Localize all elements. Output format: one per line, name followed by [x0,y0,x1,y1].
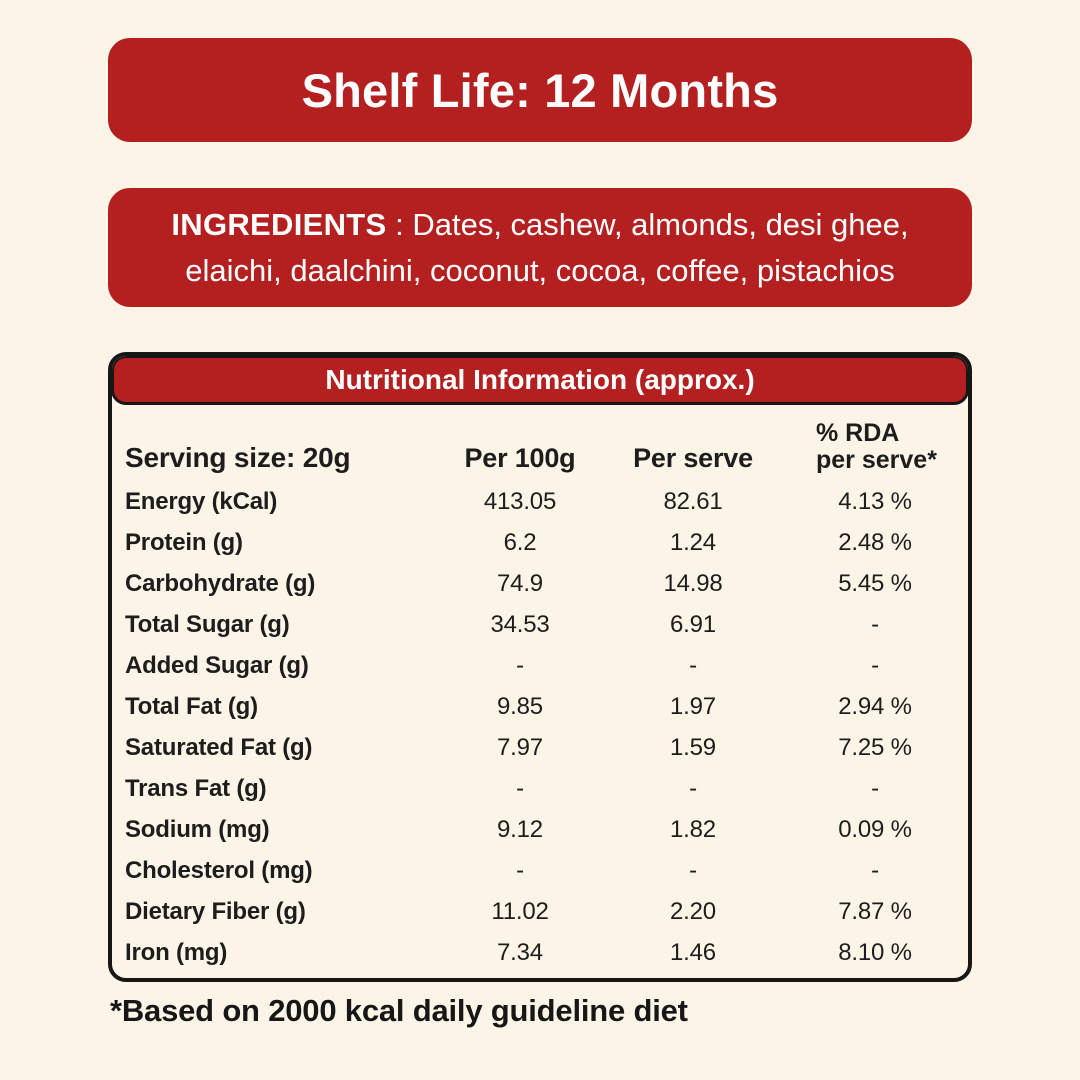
column-header-rda-per-serve: % RDA per serve* [782,420,968,474]
value-rda-per-serve: 8.10 % [838,938,912,966]
nutrition-table-row: Saturated Fat (g) 7.97 1.59 7.25 % [112,727,968,768]
nutrition-table-row: Total Sugar (g) 34.53 6.91 - [112,604,968,645]
value-per-100g: - [516,856,524,884]
value-per-serve: - [689,651,697,679]
nutrient-name: Cholesterol (mg) [125,856,313,884]
value-per-100g: 9.12 [497,815,543,843]
value-rda-per-serve: 2.94 % [838,692,912,720]
nutrition-table-title-bar: Nutritional Information (approx.) [112,356,968,405]
nutrition-table-row: Total Fat (g) 9.85 1.97 2.94 % [112,686,968,727]
column-header-row: Serving size: 20g Per 100g Per serve % R… [112,405,968,481]
value-rda-per-serve: 7.25 % [838,733,912,761]
value-rda-per-serve: - [871,651,879,679]
value-per-100g: 11.02 [491,897,549,925]
nutrient-name: Total Fat (g) [125,692,258,720]
ingredients-label: INGREDIENTS [171,206,387,242]
nutrient-name: Total Sugar (g) [125,610,290,638]
value-per-serve: 1.82 [670,815,716,843]
value-rda-per-serve: 5.45 % [838,569,912,597]
ingredients-list: : Dates, cashew, almonds, desi ghee, ela… [185,206,909,288]
nutrient-name: Carbohydrate (g) [125,569,316,597]
nutrient-name: Protein (g) [125,528,243,556]
value-rda-per-serve: - [871,610,879,638]
value-per-serve: - [689,856,697,884]
nutrient-name: Sodium (mg) [125,815,270,843]
nutrient-name: Energy (kCal) [125,487,278,515]
ingredients-text: INGREDIENTS : Dates, cashew, almonds, de… [138,202,942,294]
value-per-serve: - [689,774,697,802]
value-per-100g: 74.9 [497,569,543,597]
nutrition-table-row: Sodium (mg) 9.12 1.82 0.09 % [112,809,968,850]
nutrition-table-row: Dietary Fiber (g) 11.02 2.20 7.87 % [112,891,968,932]
column-header-rda-line2: per serve* [816,446,937,474]
value-per-serve: 1.24 [670,528,716,556]
nutrient-name: Saturated Fat (g) [125,733,313,761]
value-per-100g: - [516,774,524,802]
nutrition-table-title: Nutritional Information (approx.) [325,364,755,395]
value-per-100g: 7.34 [497,938,543,966]
nutrition-table-row: Energy (kCal) 413.05 82.61 4.13 % [112,481,968,522]
nutrition-table-row: Protein (g) 6.2 1.24 2.48 % [112,522,968,563]
value-per-serve: 1.59 [670,733,716,761]
value-rda-per-serve: 0.09 % [838,815,912,843]
value-per-100g: 7.97 [497,733,543,761]
value-per-serve: 1.46 [670,938,716,966]
nutrition-table: Nutritional Information (approx.) Servin… [108,352,972,982]
value-rda-per-serve: 4.13 % [838,487,912,515]
value-per-100g: 6.2 [503,528,537,556]
nutrient-name: Dietary Fiber (g) [125,897,306,925]
value-per-serve: 6.91 [670,610,716,638]
shelf-life-text: Shelf Life: 12 Months [301,63,779,117]
nutrition-table-row: Added Sugar (g) - - - [112,645,968,686]
nutrition-table-row: Cholesterol (mg) - - - [112,850,968,891]
value-per-100g: 413.05 [483,487,557,515]
shelf-life-banner: Shelf Life: 12 Months [108,38,972,142]
value-per-serve: 2.20 [670,897,716,925]
value-per-100g: 34.53 [490,610,550,638]
nutrition-table-row: Iron (mg) 7.34 1.46 8.10 % [112,932,968,973]
ingredients-banner: INGREDIENTS : Dates, cashew, almonds, de… [108,188,972,307]
value-per-serve: 1.97 [670,692,716,720]
column-header-per-serve: Per serve [633,443,753,473]
column-header-rda-line1: % RDA [816,419,900,447]
nutrition-table-row: Trans Fat (g) - - - [112,768,968,809]
value-per-serve: 14.98 [663,569,723,597]
column-header-serving-size: Serving size: 20g [125,442,351,473]
value-per-100g: - [516,651,524,679]
value-rda-per-serve: 2.48 % [838,528,912,556]
nutrient-name: Added Sugar (g) [125,651,309,679]
nutrient-name: Iron (mg) [125,938,228,966]
value-rda-per-serve: - [871,856,879,884]
nutrition-table-row: Carbohydrate (g) 74.9 14.98 5.45 % [112,563,968,604]
column-header-per-100g: Per 100g [464,443,576,473]
value-rda-per-serve: - [871,774,879,802]
nutrient-name: Trans Fat (g) [125,774,267,802]
rda-footnote: *Based on 2000 kcal daily guideline diet [110,993,688,1028]
value-per-100g: 9.85 [497,692,543,720]
value-per-serve: 82.61 [663,487,723,515]
value-rda-per-serve: 7.87 % [838,897,912,925]
